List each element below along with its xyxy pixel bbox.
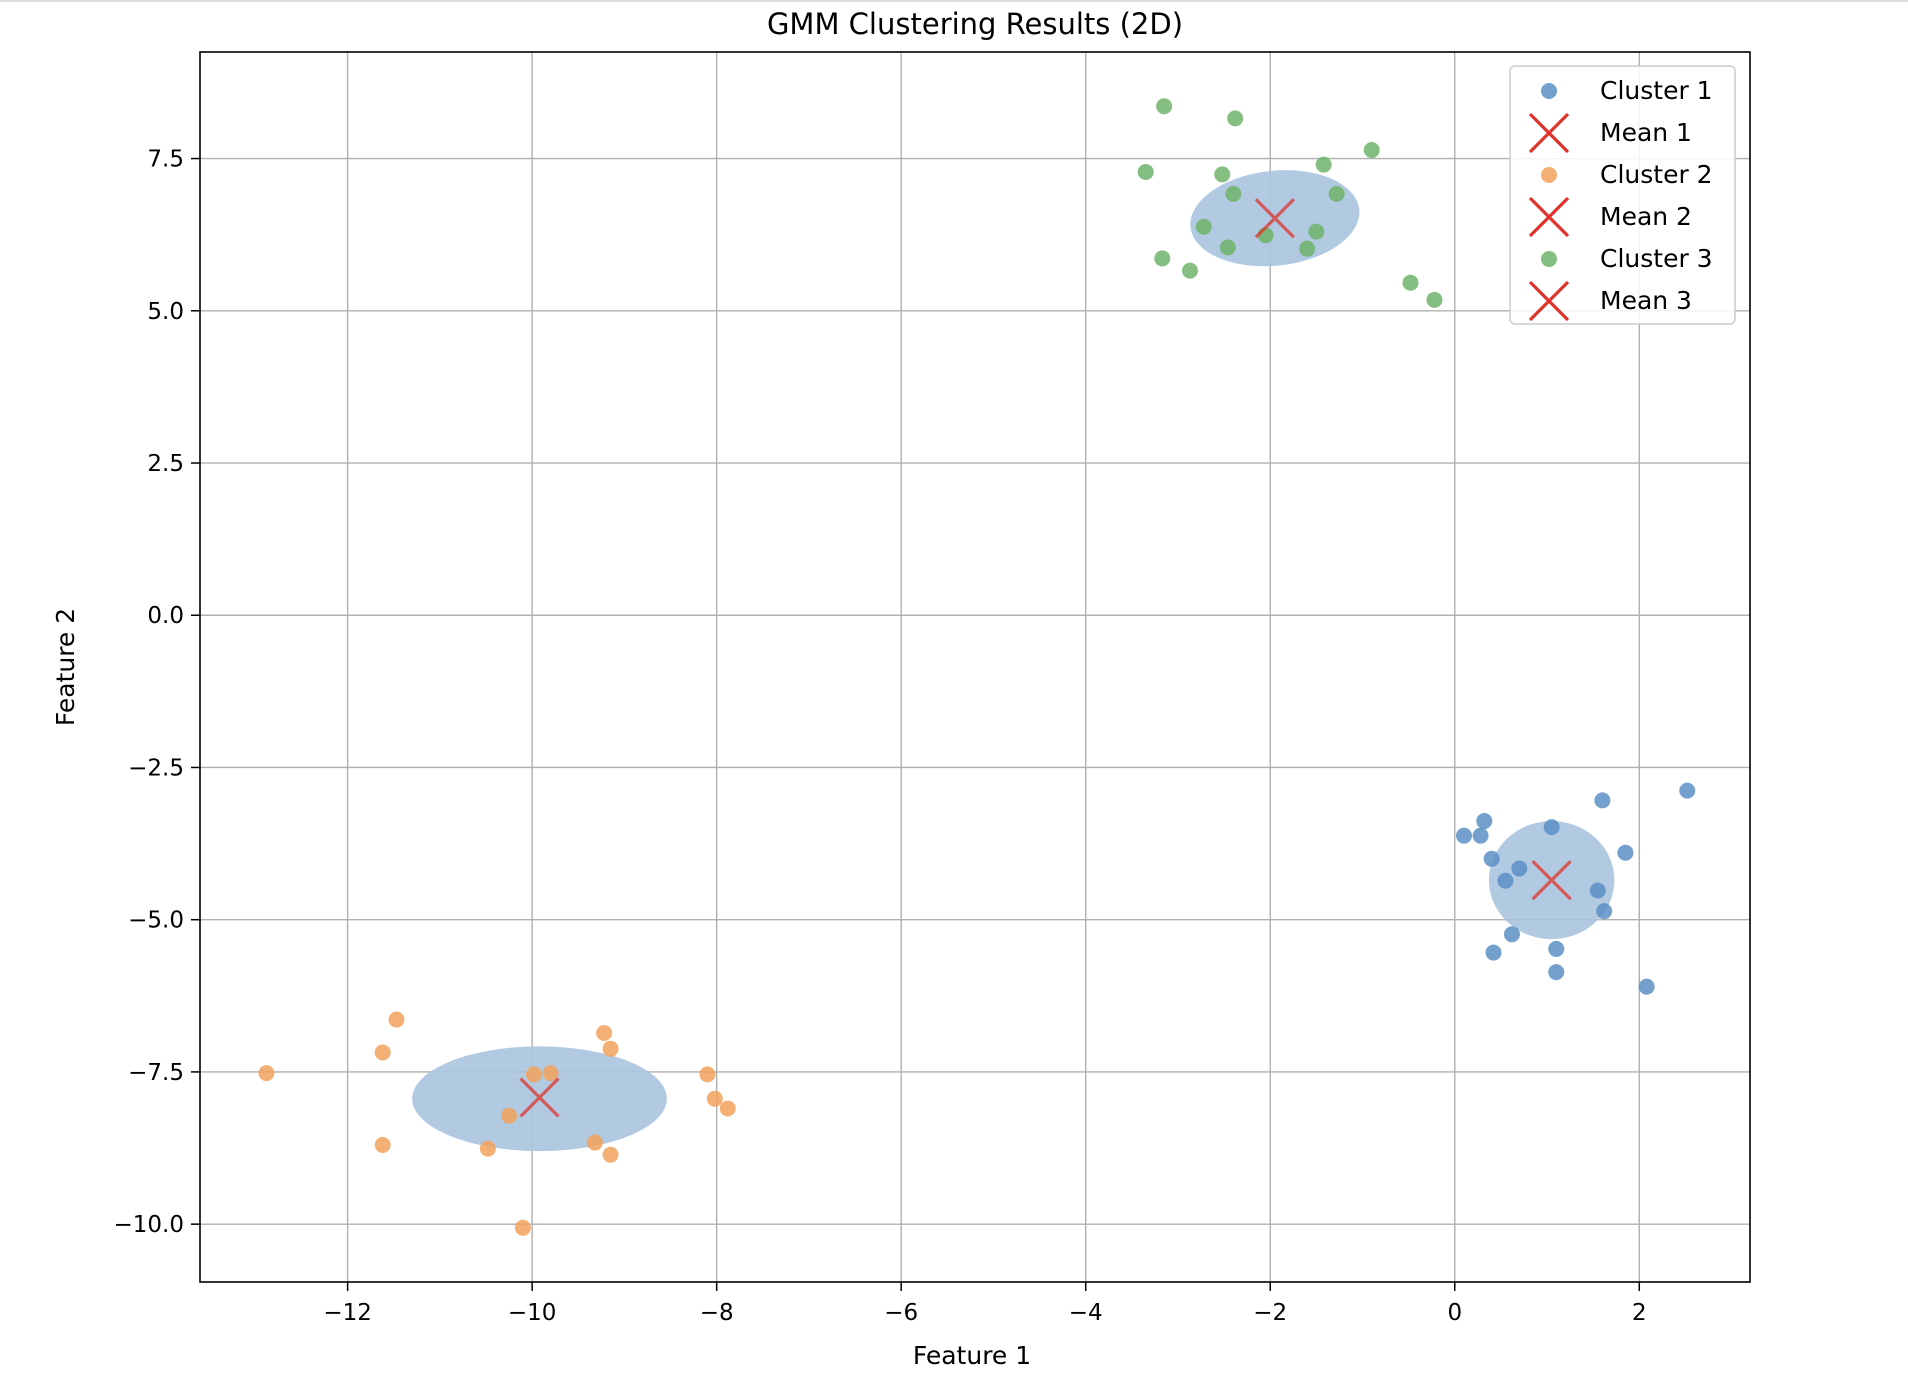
legend: Cluster 1 Mean 1 Cluster 2 Mean 2 Cluster 3 M…: [1509, 65, 1736, 325]
legend-mean-marker: [1528, 112, 1570, 154]
data-point: [1137, 163, 1154, 180]
mean-marker: [1254, 198, 1295, 239]
data-point: [1617, 844, 1634, 861]
x-axis-label: Feature 1: [913, 1341, 1031, 1370]
data-point: [1227, 110, 1244, 127]
data-point: [1589, 882, 1606, 899]
data-point: [602, 1146, 619, 1163]
legend-label: Mean 2: [1600, 202, 1692, 231]
data-points: [258, 98, 1696, 1236]
data-point: [1596, 903, 1613, 920]
data-point: [1594, 792, 1611, 809]
data-point: [1154, 250, 1171, 267]
y-tick-label: 5.0: [147, 299, 184, 325]
top-rule: [0, 0, 1908, 2]
data-point: [1328, 185, 1345, 202]
data-point: [542, 1065, 559, 1082]
x-tick-label: −6: [884, 1300, 918, 1326]
legend-label: Mean 1: [1600, 118, 1692, 147]
data-point: [1426, 291, 1443, 308]
data-point: [525, 1066, 542, 1083]
legend-marker: [1541, 167, 1557, 183]
y-tick-label: −7.5: [128, 1060, 184, 1086]
x-tick-label: 0: [1447, 1300, 1462, 1326]
data-point: [1219, 239, 1236, 256]
data-point: [1299, 240, 1316, 257]
y-tick-label: −5.0: [128, 908, 184, 934]
data-point: [1363, 142, 1380, 159]
data-point: [1497, 872, 1514, 889]
data-point: [374, 1136, 391, 1153]
x-tick-label: −2: [1253, 1300, 1287, 1326]
data-point: [1315, 156, 1332, 173]
data-point: [596, 1024, 613, 1041]
data-point: [1214, 166, 1231, 183]
data-point: [602, 1040, 619, 1057]
data-point: [501, 1107, 518, 1124]
chart-title: GMM Clustering Results (2D): [767, 7, 1183, 41]
legend-box: [1509, 65, 1736, 325]
data-point: [1472, 827, 1489, 844]
data-point: [699, 1066, 716, 1083]
y-tick-label: 7.5: [147, 147, 184, 173]
legend-mean-marker: [1528, 280, 1570, 322]
legend-label: Mean 3: [1600, 286, 1692, 315]
legend-label: Cluster 1: [1600, 76, 1713, 105]
axis-ticks: −12 −10 −8 −6 −4 −2 0 2 −10.0 −7.5 −5.0 −2.5 0.0 2.5 5…: [114, 147, 1647, 1326]
data-point: [586, 1134, 603, 1151]
x-tick-label: −8: [700, 1300, 734, 1326]
cluster-means: [519, 198, 1572, 1118]
data-point: [719, 1100, 736, 1117]
data-point: [1195, 218, 1212, 235]
data-point: [258, 1065, 275, 1082]
mean-marker: [1531, 859, 1572, 901]
y-tick-label: −10.0: [114, 1212, 184, 1238]
x-tick-label: 2: [1632, 1300, 1647, 1326]
plot-frame: [199, 51, 1751, 1283]
data-point: [706, 1090, 723, 1107]
legend-label: Cluster 2: [1600, 160, 1713, 189]
legend-marker: [1541, 251, 1557, 267]
data-point: [514, 1219, 531, 1236]
data-point: [1543, 819, 1560, 836]
legend-marker: [1541, 83, 1557, 99]
x-tick-label: −4: [1069, 1300, 1103, 1326]
data-point: [1511, 860, 1528, 877]
data-point: [479, 1140, 496, 1157]
data-point: [1679, 782, 1696, 799]
data-point: [1503, 926, 1520, 943]
y-tick-label: −2.5: [128, 755, 184, 781]
mean-marker: [519, 1077, 560, 1118]
data-point: [374, 1044, 391, 1061]
data-point: [1548, 940, 1565, 957]
data-point: [1402, 274, 1419, 291]
data-point: [1548, 964, 1565, 981]
data-point: [1181, 262, 1198, 279]
data-point: [1156, 98, 1173, 115]
data-point: [1485, 944, 1502, 961]
legend-label: Cluster 3: [1600, 244, 1713, 273]
data-point: [1483, 850, 1500, 867]
y-tick-label: 0.0: [147, 603, 184, 629]
y-axis-label: Feature 2: [51, 608, 80, 726]
data-point: [1308, 223, 1325, 240]
data-point: [388, 1011, 405, 1028]
data-point: [1225, 185, 1242, 202]
data-point: [1638, 978, 1655, 995]
legend-mean-marker: [1528, 196, 1570, 238]
x-tick-label: −12: [323, 1300, 372, 1326]
y-tick-label: 2.5: [147, 451, 184, 477]
data-point: [1476, 813, 1493, 830]
data-point: [1455, 827, 1472, 844]
x-tick-label: −10: [508, 1300, 557, 1326]
